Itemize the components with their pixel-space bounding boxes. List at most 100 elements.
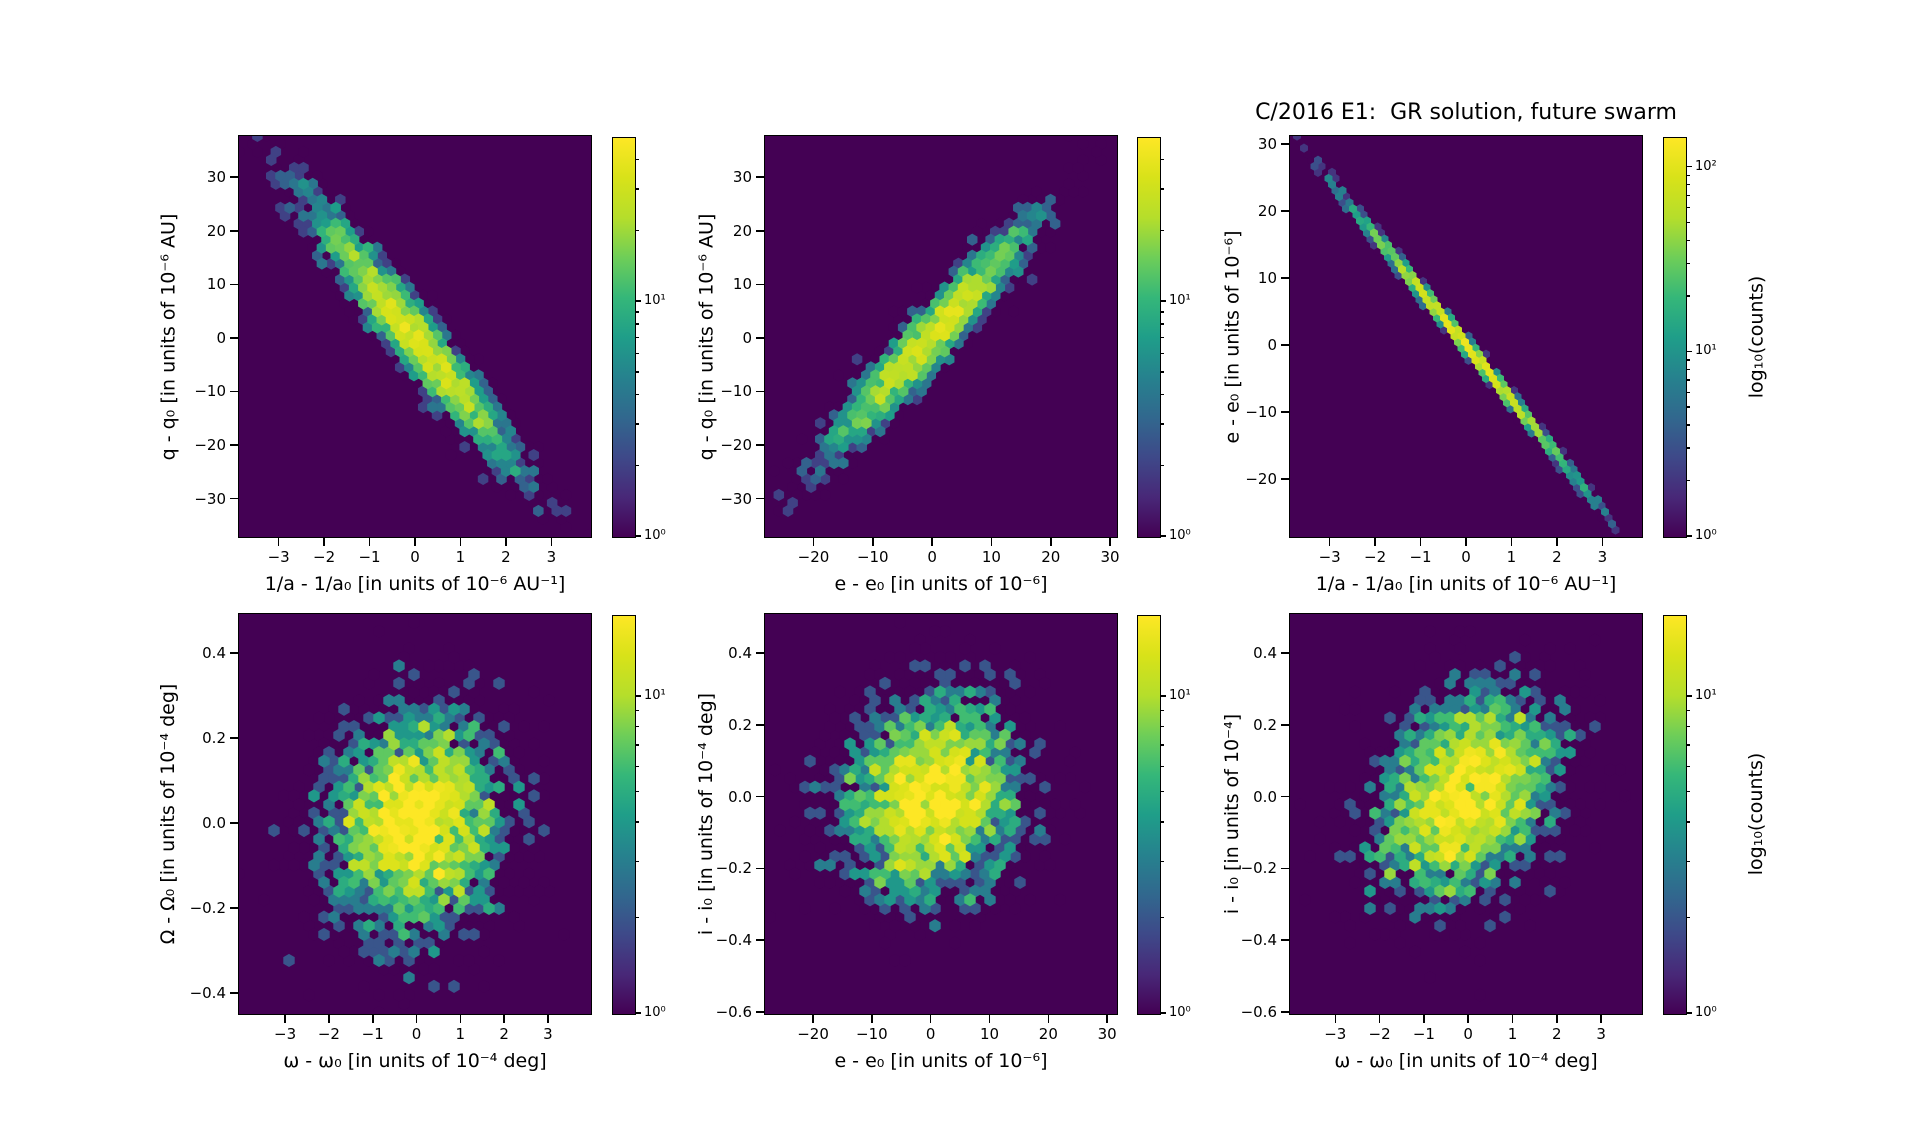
- y-tick-q-q0-vs-e-e0: [756, 283, 765, 286]
- x-tick-e-e0-vs-inva-inva0: [1374, 537, 1376, 546]
- colorbar-minor-tick: [1686, 359, 1690, 361]
- x-tick-e-e0-vs-inva-inva0: [1556, 537, 1558, 546]
- y-tick-label-q-q0-vs-e-e0: −30: [720, 489, 752, 508]
- y-tick-label-e-e0-vs-inva-inva0: 30: [1257, 134, 1277, 153]
- x-tick-Omega-Omega0-vs-omega-omega0: [415, 1014, 418, 1023]
- colorbar-minor-tick: [1686, 725, 1690, 728]
- colorbar-minor-tick: [1160, 393, 1164, 396]
- colorbar-minor-tick: [1160, 821, 1164, 823]
- y-axis-label-i-i0-vs-omega-omega0: i - i₀ [in units of 10⁻⁴]: [1221, 713, 1243, 915]
- y-tick-label-q-q0-vs-e-e0: 20: [732, 221, 752, 240]
- colorbar-minor-tick: [635, 790, 639, 793]
- x-tick-label-q-q0-vs-e-e0: −10: [856, 548, 889, 566]
- y-tick-label-Omega-Omega0-vs-omega-omega0: 0.0: [202, 813, 226, 832]
- y-tick-label-i-i0-vs-e-e0: −0.2: [715, 859, 752, 878]
- colorbar-tick-label: 10¹: [1695, 343, 1717, 359]
- x-tick-q-q0-vs-inva-inva0: [277, 537, 280, 546]
- colorbar-i-i0-vs-e-e0: [1137, 615, 1161, 1015]
- colorbar-tick: [635, 535, 642, 537]
- colorbar-minor-tick: [1160, 916, 1164, 919]
- colorbar-minor-tick: [1160, 790, 1164, 793]
- y-tick-label-q-q0-vs-inva-inva0: 0: [216, 328, 226, 347]
- colorbar-tick: [1686, 350, 1693, 353]
- colorbar-minor-tick: [1686, 447, 1690, 449]
- x-tick-i-i0-vs-omega-omega0: [1334, 1014, 1337, 1023]
- x-tick-i-i0-vs-omega-omega0: [1600, 1014, 1602, 1023]
- colorbar-minor-tick: [635, 371, 639, 373]
- colorbar-tick: [1160, 535, 1167, 537]
- y-tick-q-q0-vs-e-e0: [756, 337, 765, 339]
- colorbar-minor-tick: [1686, 391, 1690, 394]
- y-tick-label-i-i0-vs-e-e0: −0.4: [715, 931, 752, 950]
- x-tick-label-q-q0-vs-e-e0: 10: [981, 548, 1001, 566]
- y-tick-label-e-e0-vs-inva-inva0: −10: [1245, 402, 1277, 421]
- hexbin-canvas-q-q0-vs-e-e0: [765, 136, 1116, 536]
- colorbar-Omega-Omega0-vs-omega-omega0: [612, 615, 636, 1015]
- y-tick-i-i0-vs-e-e0: [756, 939, 765, 942]
- x-tick-label-i-i0-vs-e-e0: −20: [797, 1025, 829, 1043]
- y-tick-label-e-e0-vs-inva-inva0: 10: [1257, 268, 1277, 287]
- x-tick-Omega-Omega0-vs-omega-omega0: [328, 1014, 330, 1023]
- y-tick-label-e-e0-vs-inva-inva0: 0: [1267, 335, 1277, 354]
- y-tick-i-i0-vs-omega-omega0: [1281, 724, 1290, 726]
- x-tick-i-i0-vs-omega-omega0: [1556, 1014, 1558, 1023]
- x-tick-label-e-e0-vs-inva-inva0: −3: [1318, 548, 1341, 566]
- y-tick-label-i-i0-vs-e-e0: −0.6: [715, 1002, 752, 1021]
- colorbar-minor-tick: [1160, 861, 1164, 863]
- y-tick-i-i0-vs-omega-omega0: [1281, 1011, 1290, 1013]
- y-tick-label-Omega-Omega0-vs-omega-omega0: −0.2: [189, 898, 226, 917]
- colorbar-minor-tick: [1160, 323, 1164, 325]
- panel-Omega-Omega0-vs-omega-omega0: [238, 613, 592, 1015]
- x-tick-label-i-i0-vs-omega-omega0: −2: [1368, 1025, 1391, 1043]
- y-tick-label-q-q0-vs-e-e0: 0: [742, 328, 752, 347]
- y-tick-Omega-Omega0-vs-omega-omega0: [230, 907, 239, 909]
- y-tick-i-i0-vs-e-e0: [756, 652, 765, 654]
- x-tick-i-i0-vs-e-e0: [988, 1014, 991, 1023]
- colorbar-q-q0-vs-e-e0: [1137, 137, 1161, 538]
- x-tick-label-q-q0-vs-e-e0: −20: [797, 548, 830, 566]
- colorbar-tick-label: 10⁰: [1695, 1005, 1717, 1020]
- colorbar-q-q0-vs-inva-inva0: [612, 137, 636, 538]
- colorbar-minor-tick: [635, 464, 639, 466]
- x-tick-e-e0-vs-inva-inva0: [1328, 537, 1331, 546]
- x-tick-label-e-e0-vs-inva-inva0: 3: [1597, 548, 1608, 566]
- y-tick-label-i-i0-vs-e-e0: 0.2: [728, 715, 752, 734]
- x-tick-i-i0-vs-omega-omega0: [1423, 1014, 1425, 1023]
- panel-e-e0-vs-inva-inva0: [1289, 135, 1643, 538]
- colorbar-tick: [635, 695, 642, 697]
- y-tick-q-q0-vs-inva-inva0: [230, 230, 239, 232]
- x-tick-q-q0-vs-e-e0: [931, 537, 933, 546]
- x-tick-label-i-i0-vs-omega-omega0: 2: [1552, 1025, 1562, 1043]
- y-axis-label-q-q0-vs-e-e0: q - q₀ [in units of 10⁻⁶ AU]: [695, 213, 717, 460]
- colorbar-minor-tick: [1686, 221, 1690, 224]
- x-tick-i-i0-vs-e-e0: [1047, 1014, 1050, 1023]
- colorbar-tick: [1160, 1012, 1167, 1014]
- colorbar-minor-tick: [1686, 861, 1690, 863]
- hexbin-canvas-q-q0-vs-inva-inva0: [239, 136, 590, 536]
- y-tick-label-q-q0-vs-e-e0: −20: [720, 435, 752, 454]
- x-tick-i-i0-vs-omega-omega0: [1467, 1014, 1469, 1023]
- x-tick-label-e-e0-vs-inva-inva0: 2: [1552, 548, 1562, 566]
- x-tick-e-e0-vs-inva-inva0: [1465, 537, 1467, 546]
- colorbar-tick-label: 10²: [1695, 158, 1717, 174]
- y-tick-label-q-q0-vs-inva-inva0: 10: [206, 275, 226, 294]
- x-tick-label-q-q0-vs-e-e0: 0: [927, 548, 937, 566]
- y-tick-e-e0-vs-inva-inva0: [1281, 210, 1290, 212]
- y-tick-e-e0-vs-inva-inva0: [1281, 277, 1290, 279]
- x-tick-label-i-i0-vs-omega-omega0: 1: [1507, 1025, 1518, 1043]
- colorbar-minor-tick: [1686, 424, 1690, 426]
- y-tick-label-Omega-Omega0-vs-omega-omega0: 0.2: [202, 728, 226, 747]
- colorbar-minor-tick: [635, 336, 639, 339]
- colorbar-minor-tick: [1686, 916, 1690, 919]
- colorbar-minor-tick: [1686, 479, 1690, 482]
- colorbar-tick-label: 10⁰: [1169, 528, 1191, 543]
- x-tick-Omega-Omega0-vs-omega-omega0: [547, 1014, 549, 1023]
- y-tick-label-Omega-Omega0-vs-omega-omega0: −0.4: [189, 984, 226, 1002]
- y-tick-q-q0-vs-e-e0: [756, 176, 765, 179]
- x-tick-label-i-i0-vs-e-e0: 0: [925, 1025, 936, 1043]
- x-tick-i-i0-vs-omega-omega0: [1378, 1014, 1381, 1023]
- x-tick-label-i-i0-vs-e-e0: 10: [979, 1025, 1000, 1043]
- x-tick-q-q0-vs-inva-inva0: [323, 537, 325, 546]
- colorbar-label: log₁₀(counts): [1745, 275, 1767, 398]
